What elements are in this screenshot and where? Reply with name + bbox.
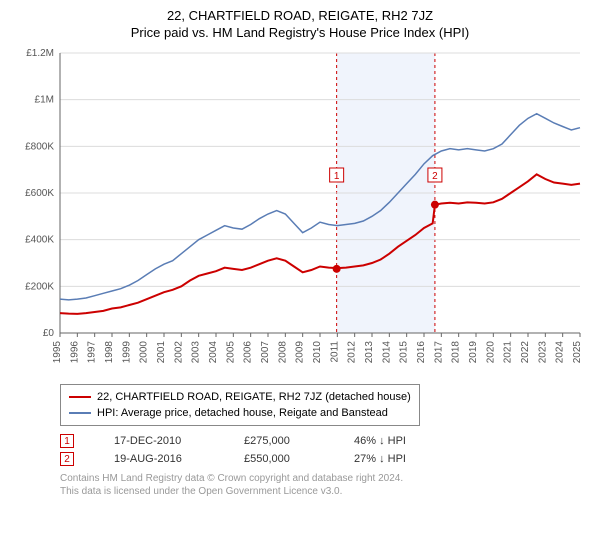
svg-text:1998: 1998: [104, 341, 115, 364]
svg-text:2005: 2005: [225, 341, 236, 364]
svg-text:1: 1: [334, 171, 340, 182]
sales-table: 1 17-DEC-2010 £275,000 46% ↓ HPI 2 19-AUG-201…: [60, 434, 590, 466]
sale-pct: 27% ↓ HPI: [354, 453, 406, 465]
price-chart: £0 £200K £400K £600K £800K £1M £1.2M 1995 1996 19…: [10, 48, 590, 378]
svg-text:2011: 2011: [329, 341, 340, 363]
sale-date: 19-AUG-2016: [114, 453, 204, 465]
legend: 22, CHARTFIELD ROAD, REIGATE, RH2 7JZ (d…: [60, 384, 420, 426]
svg-text:£600K: £600K: [25, 188, 54, 199]
svg-text:£800K: £800K: [25, 141, 54, 152]
legend-item: 22, CHARTFIELD ROAD, REIGATE, RH2 7JZ (d…: [69, 389, 411, 405]
legend-item: HPI: Average price, detached house, Reig…: [69, 405, 411, 421]
sale-row: 1 17-DEC-2010 £275,000 46% ↓ HPI: [60, 434, 590, 448]
svg-text:2007: 2007: [260, 341, 271, 364]
svg-text:£400K: £400K: [25, 235, 54, 246]
page-subtitle: Price paid vs. HM Land Registry's House …: [10, 25, 590, 40]
svg-text:2013: 2013: [364, 341, 375, 364]
svg-text:£0: £0: [43, 328, 55, 339]
svg-text:2012: 2012: [347, 341, 358, 364]
svg-text:2006: 2006: [243, 341, 254, 364]
footer-line1: Contains HM Land Registry data © Crown c…: [60, 472, 590, 485]
svg-text:2003: 2003: [191, 341, 202, 364]
svg-text:2018: 2018: [451, 341, 462, 364]
sale-marker: 1: [60, 434, 74, 448]
svg-text:2019: 2019: [468, 341, 479, 364]
svg-text:2022: 2022: [520, 341, 531, 364]
svg-text:2004: 2004: [208, 341, 219, 364]
svg-text:2: 2: [432, 171, 438, 182]
page-title: 22, CHARTFIELD ROAD, REIGATE, RH2 7JZ: [10, 8, 590, 23]
svg-text:2010: 2010: [312, 341, 323, 364]
chart-area: £0 £200K £400K £600K £800K £1M £1.2M 1995 1996 19…: [10, 48, 590, 378]
svg-text:2014: 2014: [381, 341, 392, 364]
svg-text:£1.2M: £1.2M: [26, 48, 54, 59]
sale-row: 2 19-AUG-2016 £550,000 27% ↓ HPI: [60, 452, 590, 466]
svg-text:2023: 2023: [537, 341, 548, 364]
svg-text:£1M: £1M: [35, 95, 54, 106]
svg-text:2020: 2020: [485, 341, 496, 364]
svg-text:2017: 2017: [433, 341, 444, 364]
svg-text:2021: 2021: [503, 341, 514, 364]
sale-marker: 2: [60, 452, 74, 466]
svg-text:2001: 2001: [156, 341, 167, 364]
svg-text:2025: 2025: [572, 341, 583, 364]
sale-date: 17-DEC-2010: [114, 435, 204, 447]
legend-swatch: [69, 396, 91, 398]
legend-label: 22, CHARTFIELD ROAD, REIGATE, RH2 7JZ (d…: [97, 389, 411, 405]
svg-text:2000: 2000: [139, 341, 150, 364]
footer-text: Contains HM Land Registry data © Crown c…: [60, 472, 590, 498]
svg-text:2016: 2016: [416, 341, 427, 364]
sale-price: £275,000: [244, 435, 314, 447]
svg-text:2024: 2024: [555, 341, 566, 364]
svg-text:1997: 1997: [87, 341, 98, 364]
legend-label: HPI: Average price, detached house, Reig…: [97, 405, 388, 421]
svg-text:2008: 2008: [277, 341, 288, 364]
sale-price: £550,000: [244, 453, 314, 465]
legend-swatch: [69, 412, 91, 414]
svg-text:2015: 2015: [399, 341, 410, 364]
sale-pct: 46% ↓ HPI: [354, 435, 406, 447]
svg-text:2009: 2009: [295, 341, 306, 364]
svg-text:1995: 1995: [52, 341, 63, 364]
svg-text:1999: 1999: [121, 341, 132, 364]
svg-text:£200K: £200K: [25, 281, 54, 292]
svg-text:2002: 2002: [173, 341, 184, 364]
svg-text:1996: 1996: [69, 341, 80, 364]
footer-line2: This data is licensed under the Open Gov…: [60, 485, 590, 498]
